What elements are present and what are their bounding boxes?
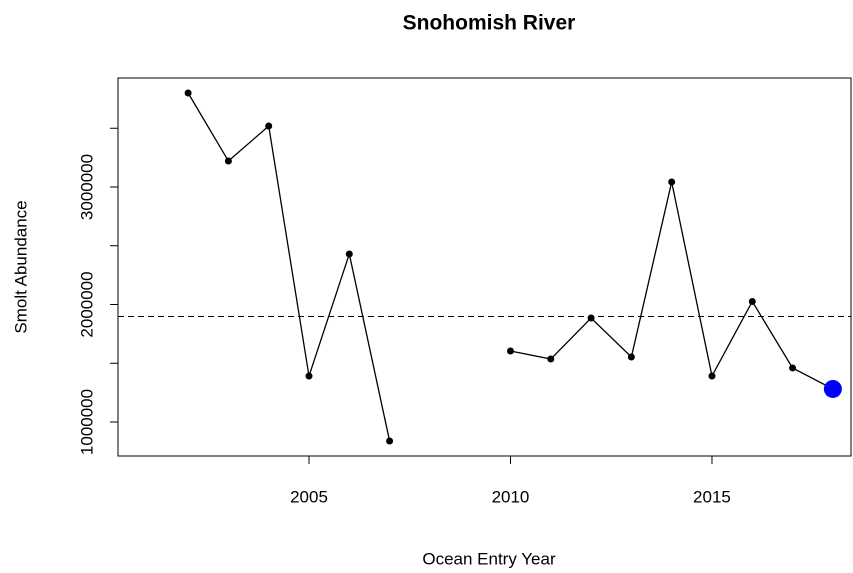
data-point bbox=[305, 372, 313, 380]
data-point bbox=[547, 355, 555, 363]
y-tick-label: 2000000 bbox=[77, 271, 96, 337]
plot-frame bbox=[117, 77, 852, 457]
y-tick-label: 1000000 bbox=[77, 389, 96, 455]
data-line bbox=[510, 181, 834, 390]
data-point bbox=[748, 297, 756, 305]
x-tick-label: 2005 bbox=[290, 487, 328, 506]
data-point bbox=[506, 347, 514, 355]
data-point bbox=[627, 353, 635, 361]
x-axis-label: Ocean Entry Year bbox=[422, 549, 556, 568]
data-point bbox=[224, 157, 232, 165]
data-point bbox=[265, 122, 273, 130]
y-axis-label: Smolt Abundance bbox=[11, 200, 30, 333]
data-point bbox=[789, 364, 797, 372]
y-tick-label: 3000000 bbox=[77, 154, 96, 220]
chart-title: Snohomish River bbox=[403, 12, 576, 35]
data-point bbox=[668, 178, 676, 186]
data-point bbox=[587, 314, 595, 322]
highlight-point bbox=[823, 379, 842, 398]
x-tick-label: 2010 bbox=[492, 487, 530, 506]
data-point bbox=[345, 250, 353, 258]
x-tick-label: 2015 bbox=[693, 487, 731, 506]
data-point bbox=[708, 372, 716, 380]
data-line bbox=[187, 92, 391, 442]
data-point bbox=[184, 89, 192, 97]
data-point bbox=[386, 437, 394, 445]
